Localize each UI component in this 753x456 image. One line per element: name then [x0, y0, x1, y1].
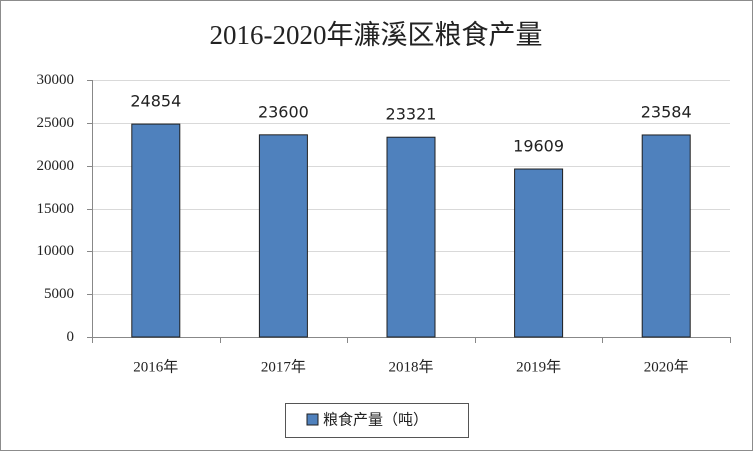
bar [386, 136, 436, 338]
legend-swatch [306, 413, 319, 426]
y-tick-label: 0 [67, 329, 75, 345]
x-tick-label: 2017年 [261, 358, 306, 375]
y-tick-label: 15000 [37, 201, 75, 217]
data-label: 23584 [641, 102, 692, 121]
data-label: 24854 [130, 92, 181, 111]
x-tick-label: 2018年 [388, 358, 433, 375]
data-label: 23321 [386, 105, 437, 124]
data-label: 23600 [258, 102, 309, 121]
y-tick-label: 5000 [44, 286, 74, 302]
legend: 粮食产量（吨） [285, 403, 469, 438]
y-tick-label: 10000 [37, 243, 75, 259]
legend-label: 粮食产量（吨） [323, 411, 428, 428]
y-tick-label: 25000 [37, 115, 75, 131]
bar [131, 123, 181, 338]
y-tick-label: 30000 [37, 72, 75, 88]
x-tick-label: 2020年 [644, 358, 689, 375]
data-label: 19609 [513, 137, 564, 156]
chart-title: 2016-2020年濂溪区粮食产量 [210, 20, 543, 50]
bar [641, 134, 691, 338]
y-tick-label: 20000 [37, 158, 75, 174]
bar [514, 168, 564, 338]
bar [258, 134, 308, 338]
x-tick-label: 2019年 [516, 358, 561, 375]
x-tick-label: 2016年 [133, 358, 178, 375]
